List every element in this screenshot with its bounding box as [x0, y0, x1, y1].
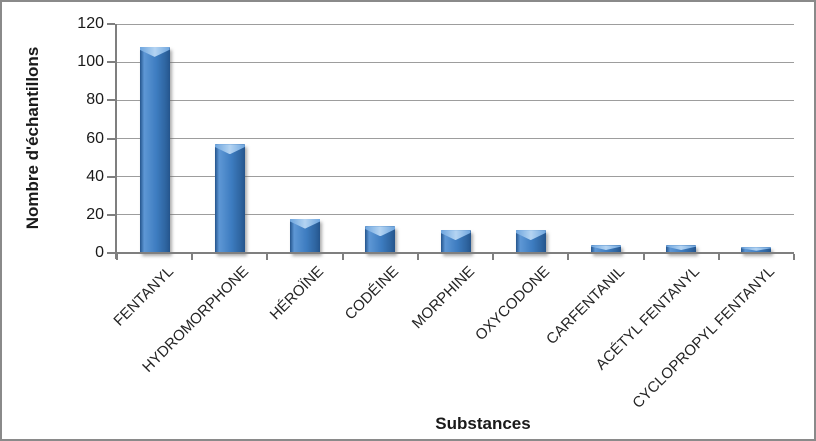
y-tick-label-80: 80: [86, 91, 104, 109]
x-tick-1: [191, 254, 194, 260]
bar-cyclopropyl-fentanyl: [741, 247, 772, 253]
gridline-100: [117, 61, 794, 63]
plot-area: [117, 23, 794, 253]
x-label-oxycodone: OXYCODONE: [471, 263, 553, 344]
x-label-codeine: CODÉINE: [341, 263, 403, 324]
y-tick-label-40: 40: [86, 167, 104, 185]
x-axis-title: Substances: [435, 414, 531, 433]
x-axis-line: [115, 252, 794, 254]
y-tick-label-60: 60: [86, 129, 104, 147]
y-tick-label-20: 20: [86, 205, 104, 223]
bar-oxycodone: [515, 230, 546, 253]
x-label-carfentanil: CARFENTANIL: [543, 263, 628, 348]
y-tick-100: [107, 61, 115, 64]
y-tick-20: [107, 213, 115, 216]
x-label-heroine: HÉROÏNE: [266, 263, 328, 324]
x-tick-0: [116, 254, 118, 260]
x-tick-4: [416, 254, 419, 260]
x-tick-5: [492, 254, 495, 260]
bar-fentanyl: [139, 46, 170, 253]
y-tick-120: [107, 23, 115, 25]
y-tick-label-100: 100: [77, 53, 104, 71]
y-tick-label-120: 120: [77, 15, 104, 32]
y-tick-80: [107, 99, 115, 102]
gridline-60: [117, 138, 794, 139]
x-tick-9: [793, 254, 795, 260]
gridline-20: [117, 214, 794, 216]
gridline-40: [117, 176, 794, 178]
bar-acetyl-fentanyl: [666, 245, 697, 253]
y-tick-label-0: 0: [95, 244, 104, 261]
bar-heroine: [290, 218, 321, 253]
bar-carfentanil: [590, 245, 621, 253]
x-tick-7: [642, 254, 645, 260]
bar-morphine: [440, 230, 471, 253]
x-label-morphine: MORPHINE: [408, 263, 478, 333]
gridline-80: [117, 99, 794, 101]
x-tick-2: [266, 254, 269, 260]
x-tick-8: [717, 254, 720, 260]
y-tick-0: [107, 252, 115, 254]
x-label-fentanyl: FENTANYL: [109, 263, 177, 330]
gridline-120: [117, 23, 794, 25]
y-axis-line: [115, 24, 117, 259]
bar-codeine: [365, 226, 396, 253]
y-axis-title: Nombre d'échantillons: [23, 46, 42, 230]
x-tick-6: [567, 254, 570, 260]
x-tick-3: [341, 254, 344, 260]
y-tick-40: [107, 175, 115, 178]
bar-hydromorphone: [214, 144, 245, 253]
y-tick-60: [107, 137, 115, 140]
x-label-cyclopropyl-fentanyl: CYCLOPROPYL FENTANYL: [629, 263, 779, 412]
